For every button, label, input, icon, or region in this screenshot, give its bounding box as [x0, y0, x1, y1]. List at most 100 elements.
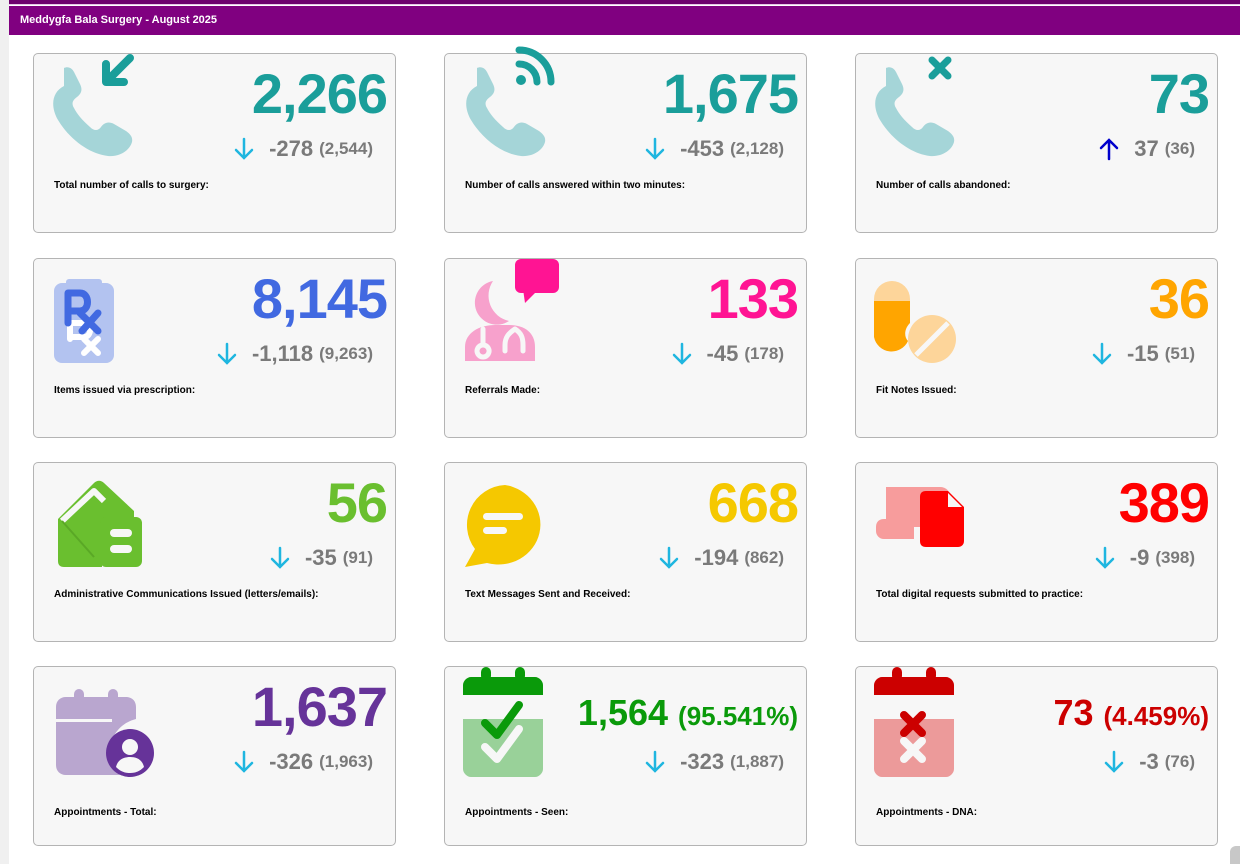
arrow-down-icon [645, 137, 665, 160]
arrow-down-icon [234, 750, 254, 773]
prescription-icon [54, 279, 114, 363]
laptop-document-icon [876, 487, 964, 547]
previous-value: (1,887) [730, 752, 784, 771]
value-percent: (4.459%) [1103, 701, 1210, 731]
delta-value: -1,118 [251, 341, 314, 366]
metric-value: 133 [707, 267, 799, 330]
tile-calls-answered: 1,675 -453 (2,128) Number of calls answe… [444, 46, 807, 233]
metric-label: Total number of calls to surgery: [54, 180, 209, 191]
arrow-down-icon [270, 546, 290, 569]
pills-icon [874, 281, 956, 363]
tile-admin-comms: 56 -35 (91) Administrative Communication… [33, 462, 396, 642]
tile-prescriptions: 8,145 -1,118 (9,263) Items issued via pr… [33, 258, 396, 438]
metric-value: 1,675 [662, 62, 799, 125]
doctor-chat-icon [465, 259, 559, 361]
delta-value: -3 [1139, 749, 1159, 774]
metric-value: 668 [707, 471, 799, 534]
metric-label: Total digital requests submitted to prac… [876, 589, 1084, 600]
metric-value: 73 [1148, 62, 1210, 125]
metric-label: Fit Notes Issued: [876, 385, 957, 396]
metric-delta: -326 (1,963) [233, 749, 373, 775]
tile-referrals: 133 -45 (178) Referrals Made: [444, 258, 807, 438]
delta-value: -35 [304, 545, 337, 570]
metric-value: 389 [1118, 471, 1210, 534]
metric-label: Number of calls abandoned: [876, 180, 1011, 191]
previous-value: (178) [744, 344, 784, 363]
metric-label: Referrals Made: [465, 385, 541, 396]
chat-bubble-icon [465, 485, 541, 567]
delta-value: -45 [706, 341, 739, 366]
phone-ringing-icon [466, 46, 555, 157]
tile-digital-requests: 389 -9 (398) Total digital requests subm… [855, 462, 1218, 642]
metric-label: Appointments - DNA: [876, 807, 978, 818]
metric-value: 1,637 [251, 675, 388, 738]
delta-value: -326 [269, 749, 314, 774]
metric-delta: -453 (2,128) [644, 136, 784, 162]
delta-value: -15 [1126, 341, 1159, 366]
metric-delta: -9 (398) [1094, 545, 1195, 571]
tile-fit-notes: 36 -15 (51) Fit Notes Issued: [855, 258, 1218, 438]
top-strip [9, 0, 1240, 5]
arrow-down-icon [660, 546, 679, 569]
delta-value: 37 [1134, 136, 1159, 161]
delta-value: -9 [1129, 545, 1150, 570]
metric-label: Number of calls answered within two minu… [465, 180, 686, 191]
tile-appointments-dna: 73 (4.459%) -3 (76) Appointments - DNA: [855, 666, 1218, 846]
tile-total-calls: 2,266 -278 (2,544) Total number of calls… [33, 53, 396, 233]
metric-label: Appointments - Total: [54, 807, 157, 818]
metric-label: Items issued via prescription: [54, 385, 196, 396]
phone-incoming-icon [53, 54, 134, 157]
previous-value: (2,128) [730, 139, 784, 158]
previous-value: (862) [744, 548, 784, 567]
arrow-up-icon [1100, 138, 1119, 161]
previous-value: (76) [1164, 752, 1195, 771]
metric-label: Administrative Communications Issued (le… [54, 589, 319, 600]
metric-delta: -278 (2,544) [233, 136, 373, 162]
tile-text-messages: 668 -194 (862) Text Messages Sent and Re… [444, 462, 807, 642]
metric-value: 36 [1148, 267, 1210, 330]
metric-value: 73 (4.459%) [1053, 695, 1209, 731]
arrow-down-icon [1095, 546, 1114, 569]
metric-delta: -15 (51) [1091, 341, 1195, 367]
scrollbar-thumb[interactable] [1230, 846, 1240, 864]
arrow-down-icon [217, 342, 237, 365]
metric-delta: -323 (1,887) [644, 749, 784, 775]
previous-value: (2,544) [319, 139, 373, 158]
metric-delta: -1,118 (9,263) [216, 341, 373, 367]
previous-value: (1,963) [319, 752, 373, 771]
metric-label: Text Messages Sent and Received: [465, 589, 631, 600]
calendar-user-icon [56, 689, 154, 777]
phone-missed-icon [875, 56, 955, 157]
metric-value: 56 [326, 471, 388, 534]
metric-value: 1,564 (95.541%) [578, 695, 798, 731]
metric-value: 2,266 [251, 62, 388, 125]
value-number: 73 [1053, 692, 1094, 733]
previous-value: (398) [1155, 548, 1195, 567]
previous-value: (9,263) [319, 344, 373, 363]
metric-delta: -194 (862) [658, 545, 784, 571]
calendar-check-icon [463, 667, 543, 777]
page-gutter [0, 0, 9, 864]
value-percent: (95.541%) [678, 701, 798, 731]
value-number: 1,564 [577, 692, 669, 733]
metric-value: 8,145 [251, 267, 388, 330]
tile-appointments-total: 1,637 -326 (1,963) Appointments - Total: [33, 666, 396, 846]
arrow-down-icon [1104, 750, 1124, 773]
arrow-down-icon [1092, 342, 1112, 365]
page-title: Meddygfa Bala Surgery - August 2025 [9, 6, 1240, 35]
metric-delta: -45 (178) [671, 341, 784, 367]
previous-value: (36) [1164, 139, 1195, 158]
delta-value: -323 [680, 749, 725, 774]
mailbox-icon [58, 480, 142, 567]
metric-label: Appointments - Seen: [465, 807, 569, 818]
metric-delta: -35 (91) [269, 545, 373, 571]
previous-value: (51) [1164, 344, 1195, 363]
metric-delta: -3 (76) [1103, 749, 1195, 775]
previous-value: (91) [342, 548, 373, 567]
tile-calls-abandoned: 73 37 (36) Number of calls abandoned: [855, 53, 1218, 233]
arrow-down-icon [234, 137, 254, 160]
delta-value: -194 [694, 545, 739, 570]
arrow-down-icon [672, 342, 691, 365]
calendar-cross-icon [874, 667, 954, 777]
delta-value: -278 [269, 136, 314, 161]
